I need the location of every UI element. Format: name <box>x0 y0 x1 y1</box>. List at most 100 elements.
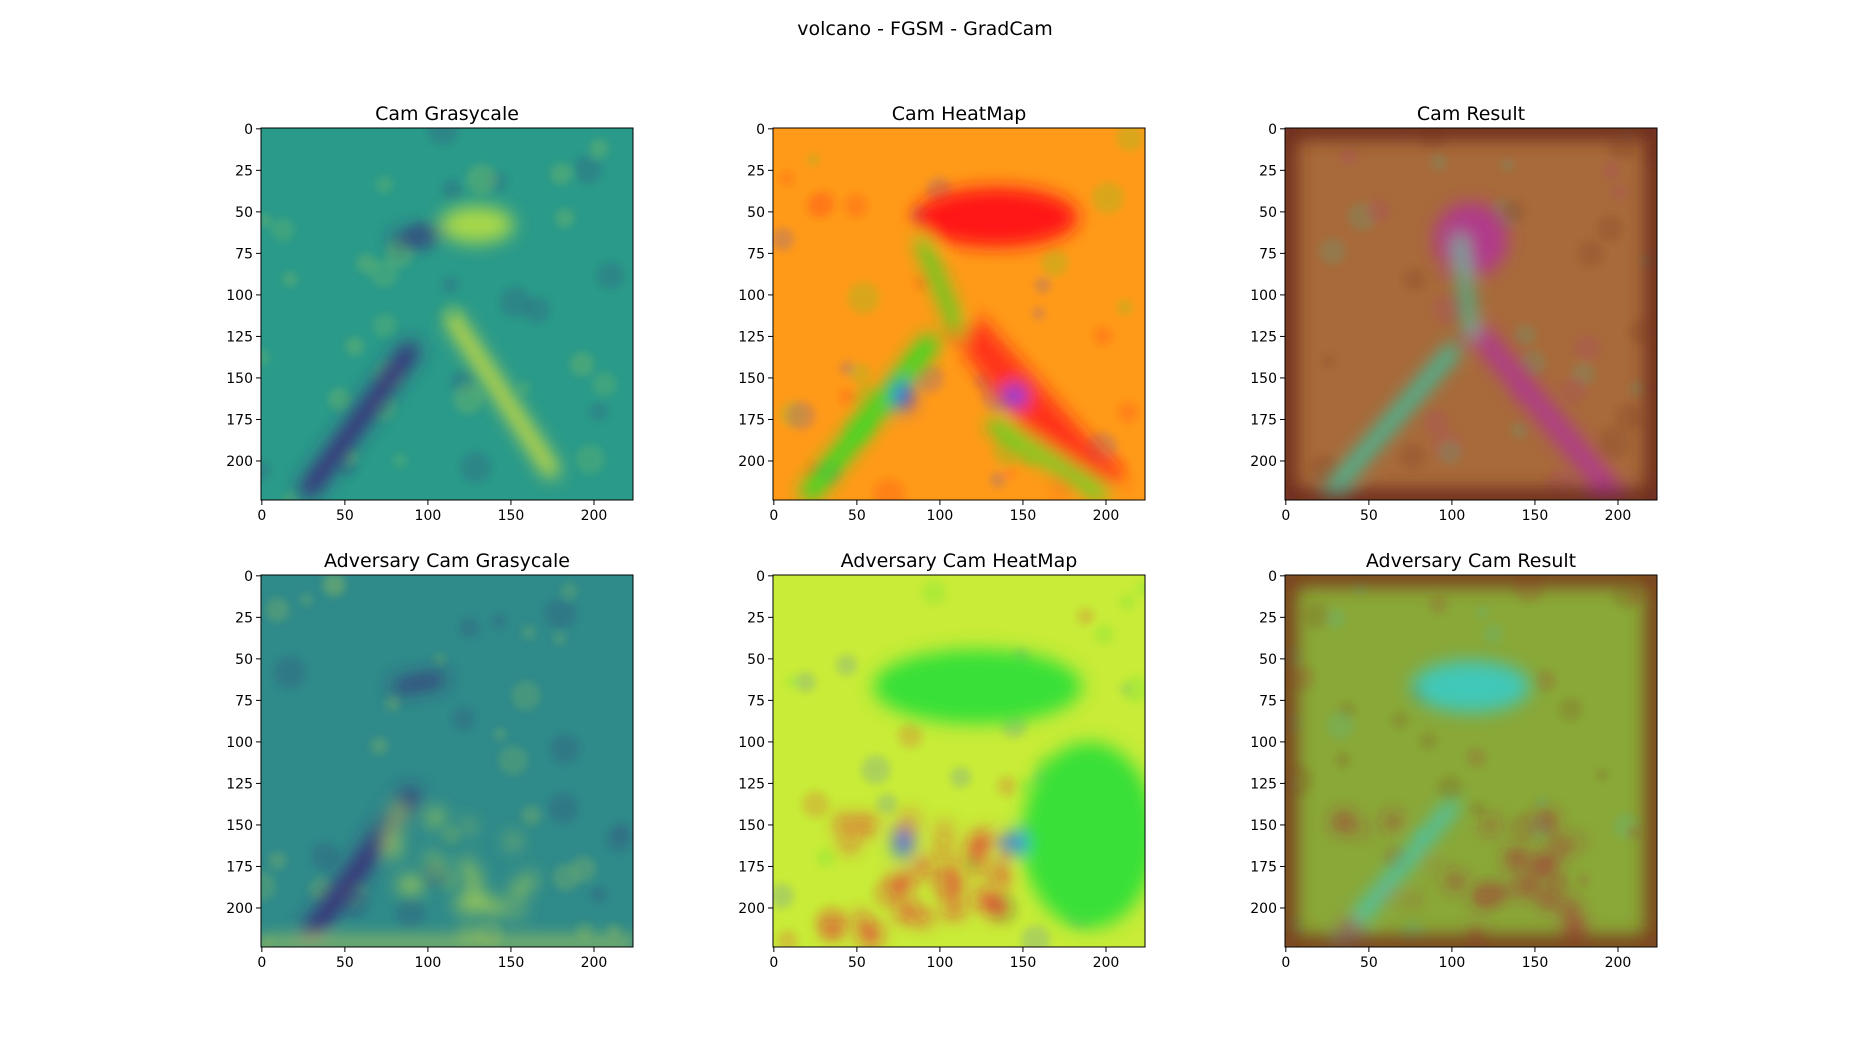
feature-bright_dots <box>460 859 474 872</box>
y-tick-label: 100 <box>226 288 253 304</box>
feature-bright_dots <box>425 852 436 863</box>
panel-image <box>261 575 633 947</box>
feature-red_spots <box>1545 865 1558 878</box>
feature-hot_spots <box>837 816 852 832</box>
feature-red_spots <box>1507 849 1526 868</box>
y-tick-label: 100 <box>1250 735 1277 751</box>
feature-bright_dots <box>462 821 474 832</box>
y-tick-label: 200 <box>226 901 253 917</box>
y-tick-label: 50 <box>747 205 765 221</box>
feature-bright_dots <box>398 877 414 893</box>
y-tick-label: 50 <box>1259 652 1277 668</box>
feature-hot_spots <box>916 910 931 924</box>
feature-red_spots <box>1336 813 1353 830</box>
feature-cold_spot <box>893 380 913 411</box>
feature-hot_spots <box>843 837 856 851</box>
feature-hot_region <box>914 187 1079 248</box>
figure-title: volcano - FGSM - GradCam <box>797 18 1053 40</box>
feature-green_region <box>873 649 1082 724</box>
y-tick-label: 200 <box>226 454 253 470</box>
axes-frame <box>260 574 634 948</box>
x-tick-label: 150 <box>1010 955 1037 971</box>
x-tick-label: 0 <box>769 955 778 971</box>
x-tick-label: 100 <box>415 508 442 524</box>
y-tick-label: 100 <box>738 735 765 751</box>
feature-bright_streak <box>447 314 559 478</box>
feature-dark_streak <box>300 341 420 499</box>
feature-dark_streak <box>300 788 420 946</box>
y-tick-label: 200 <box>1250 901 1277 917</box>
y-tick-label: 100 <box>1250 288 1277 304</box>
y-tick-label: 175 <box>1250 859 1277 875</box>
x-tick-label: 50 <box>336 508 354 524</box>
panel-image <box>773 128 1145 500</box>
y-tick-label: 175 <box>1250 412 1277 428</box>
panel-image <box>773 575 1145 947</box>
x-tick-label: 0 <box>1281 955 1290 971</box>
y-tick-label: 75 <box>747 693 765 709</box>
feature-bright_dots <box>384 841 401 857</box>
panel-title: Adversary Cam Result <box>1366 550 1576 572</box>
feature-red_spots <box>1552 839 1569 855</box>
feature-red_spots <box>1356 824 1365 834</box>
y-tick-label: 175 <box>738 859 765 875</box>
panel-title: Adversary Cam HeatMap <box>841 550 1078 572</box>
feature-magenta_region <box>1467 321 1624 500</box>
x-tick-label: 150 <box>498 955 525 971</box>
feature-hot_spots <box>890 875 910 894</box>
axes-frame <box>1284 574 1658 948</box>
feature-hot_spots <box>857 817 874 833</box>
x-tick-label: 100 <box>1439 508 1466 524</box>
y-tick-label: 200 <box>738 901 765 917</box>
x-tick-label: 50 <box>1360 508 1378 524</box>
y-tick-label: 0 <box>756 569 765 585</box>
x-tick-label: 150 <box>1010 508 1037 524</box>
feature-hot_spots <box>824 920 841 938</box>
y-tick-label: 150 <box>226 818 253 834</box>
feature-cool_ridge <box>988 418 1108 500</box>
panel: Adversary Cam HeatMap 0 50 100 150 200 0 25 50 75… <box>738 550 1146 971</box>
x-tick-label: 0 <box>769 508 778 524</box>
x-tick-label: 50 <box>1360 955 1378 971</box>
y-tick-label: 0 <box>244 122 253 138</box>
y-tick-label: 175 <box>226 859 253 875</box>
feature-hot_spots <box>908 875 917 884</box>
x-tick-label: 200 <box>581 955 608 971</box>
feature-red_spots <box>1518 876 1536 895</box>
feature-hot_spots <box>945 878 962 895</box>
y-tick-label: 75 <box>747 246 765 262</box>
x-tick-label: 50 <box>848 508 866 524</box>
feature-cool_ridge <box>916 234 965 339</box>
feature-hot_region <box>959 314 1127 493</box>
feature-hot_spots <box>861 925 881 945</box>
feature-cold_spot <box>893 827 913 858</box>
x-tick-label: 200 <box>1093 508 1120 524</box>
x-tick-label: 0 <box>257 508 266 524</box>
feature-bright_blob <box>439 206 514 244</box>
panel-title: Cam Result <box>1417 103 1525 125</box>
y-tick-label: 0 <box>756 122 765 138</box>
x-tick-label: 50 <box>848 955 866 971</box>
feature-hot_spots <box>967 842 984 859</box>
feature-red_spots <box>1561 899 1577 915</box>
x-tick-label: 150 <box>498 508 525 524</box>
feature-bright_dots <box>386 825 400 839</box>
y-tick-label: 100 <box>738 288 765 304</box>
feature-hot_spots <box>993 864 1009 880</box>
y-tick-label: 50 <box>747 652 765 668</box>
feature-bright_dots <box>512 906 523 917</box>
feature-hot_spots <box>943 861 958 876</box>
x-tick-label: 100 <box>927 955 954 971</box>
y-tick-label: 25 <box>747 610 765 626</box>
y-tick-label: 125 <box>1250 329 1277 345</box>
x-tick-label: 150 <box>1522 955 1549 971</box>
y-tick-label: 25 <box>1259 163 1277 179</box>
feature-dark_streak <box>393 226 446 246</box>
feature-red_spots <box>1448 874 1463 889</box>
y-tick-label: 125 <box>738 776 765 792</box>
y-tick-label: 75 <box>235 693 253 709</box>
feature-cyan_ridge <box>1454 234 1477 339</box>
y-tick-label: 150 <box>226 371 253 387</box>
feature-red_spots <box>1537 812 1556 831</box>
